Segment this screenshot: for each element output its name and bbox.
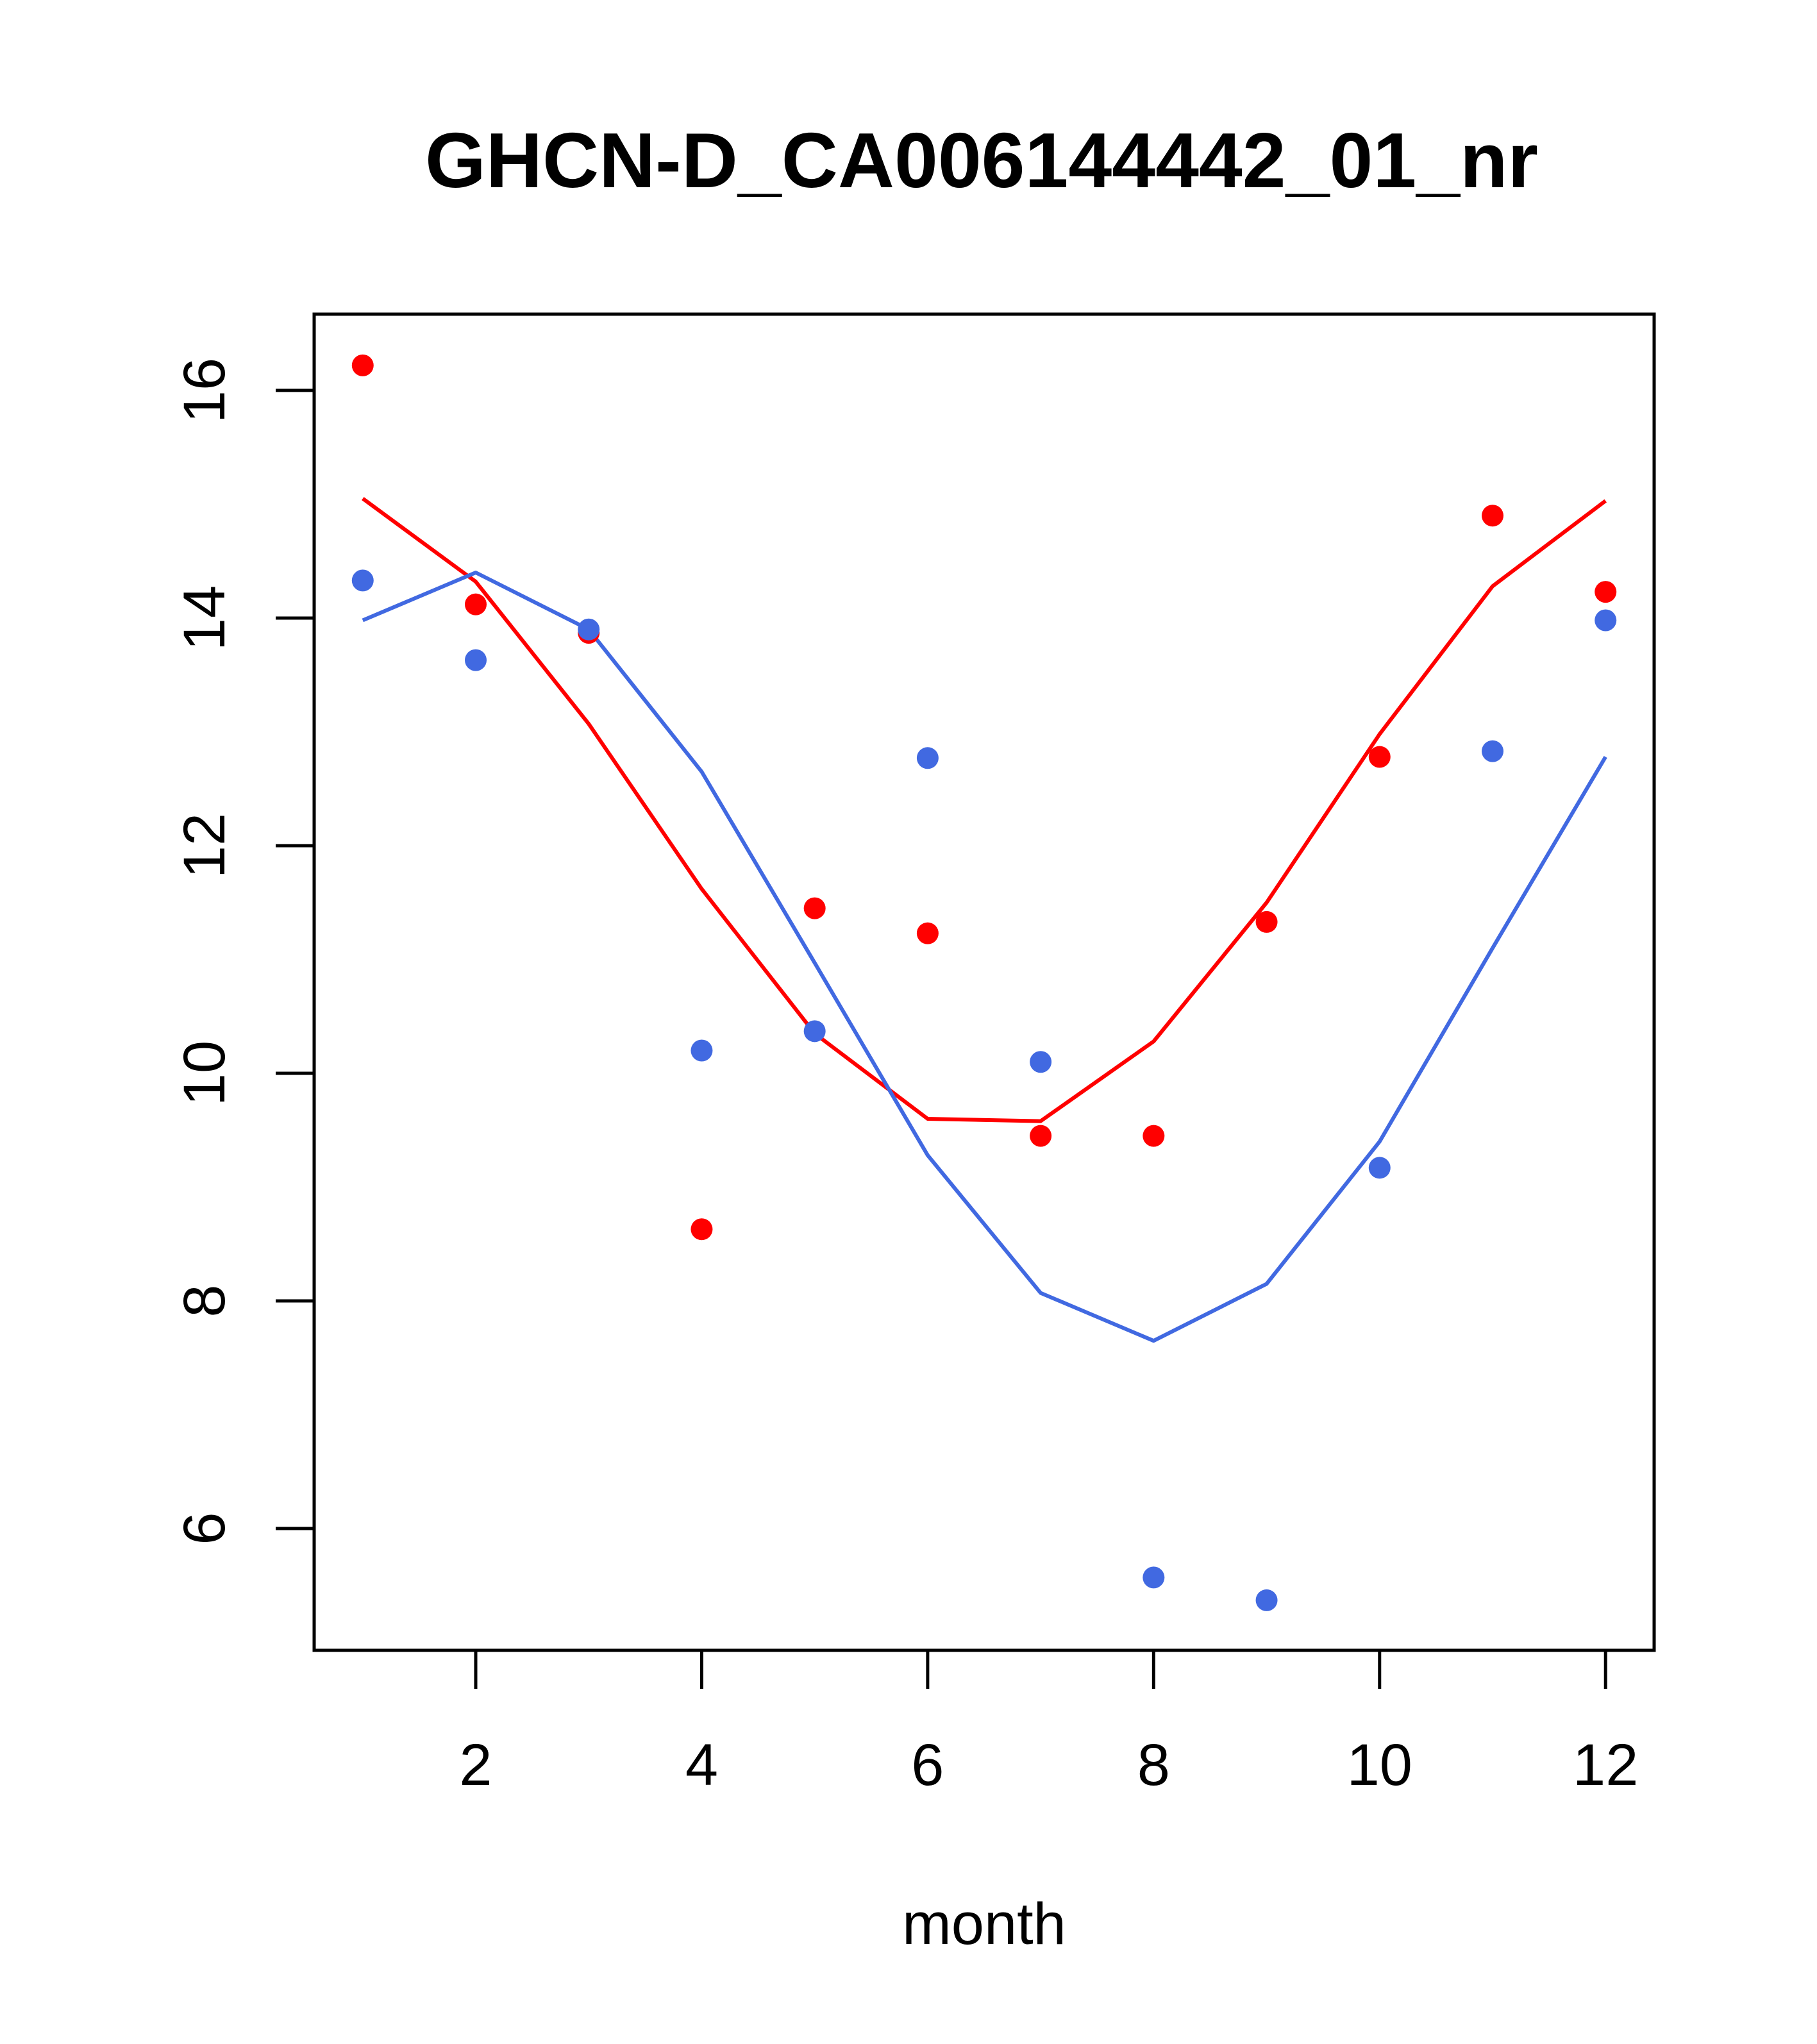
data-point [916,922,939,944]
series-points [351,354,1617,1611]
y-tick-label: 6 [172,1512,237,1545]
x-tick-label: 6 [911,1732,944,1798]
x-tick-label: 10 [1347,1732,1412,1798]
data-point [1482,505,1504,527]
data-point [351,354,374,376]
data-point [464,593,487,616]
series-lines [362,497,1607,1343]
y-tick-label: 8 [172,1284,237,1317]
data-point [691,1218,713,1241]
data-point [1143,1566,1165,1589]
data-point [1255,910,1278,933]
data-point [351,569,374,592]
y-tick-label: 16 [172,358,237,423]
data-point [578,618,600,641]
y-tick-label: 12 [172,813,237,878]
series-line [362,497,1607,1123]
y-axis: 6 8 10 12 14 16 [172,358,316,1545]
data-point [1030,1125,1052,1147]
chart-title: GHCN-D_CA006144442_01_nr [425,117,1538,204]
data-point [803,897,826,919]
x-tick-label: 12 [1573,1732,1638,1798]
x-tick-label: 8 [1137,1732,1170,1798]
x-axis-label: month [902,1891,1066,1957]
data-point [916,747,939,769]
data-point [691,1039,713,1062]
data-point [1255,1589,1278,1611]
data-point [1143,1125,1165,1147]
data-point [1595,581,1617,603]
x-axis: 2 4 6 8 10 12 [459,1648,1638,1798]
data-point [1482,740,1504,762]
data-point [464,649,487,671]
data-point [803,1020,826,1043]
series-line [362,571,1607,1343]
plot-frame [312,312,1656,1652]
data-point [1368,1157,1391,1179]
y-tick-label: 14 [172,585,237,651]
data-point [1030,1051,1052,1073]
data-point [1595,609,1617,632]
data-point [1368,746,1391,768]
y-tick-label: 10 [172,1041,237,1106]
x-tick-label: 4 [685,1732,718,1798]
x-tick-label: 2 [459,1732,492,1798]
